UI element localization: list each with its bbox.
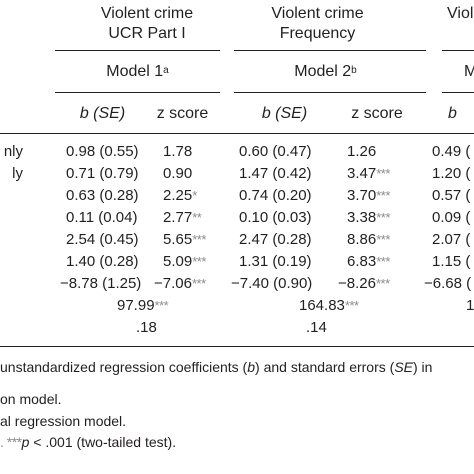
- model3-rule: [442, 92, 474, 93]
- m1-coef: 1.40 (0.28): [66, 253, 139, 270]
- model2-rule: [234, 92, 426, 93]
- model1-label: Model 1: [106, 63, 164, 80]
- m1-coef: 0.11 (0.04): [66, 209, 138, 226]
- m3-coef: 0.57 (: [432, 187, 471, 204]
- group2-rule: [234, 50, 426, 51]
- m1-b-symbol: b: [79, 105, 89, 122]
- m2-b-header: b (SE): [237, 104, 332, 124]
- row-label: ly: [12, 165, 23, 182]
- m1-coef: 2.54 (0.45): [66, 231, 139, 248]
- note-line-1: unstandardized regression coefficients (…: [0, 359, 433, 375]
- m2-chi: 164.83***: [299, 297, 359, 314]
- m2-coef: 0.60 (0.47): [239, 143, 312, 160]
- m3-coef: 1.15 (: [432, 253, 471, 270]
- row-label: nly: [3, 143, 23, 160]
- m2-b-symbol: b: [261, 105, 271, 122]
- note-line-3: al regression model.: [0, 413, 127, 429]
- m1-se-symbol: (SE): [93, 105, 126, 122]
- model2-header: Model 2b: [268, 62, 383, 82]
- m2-r2: .14: [306, 319, 327, 336]
- group2-header: Violent crime Frequency: [225, 4, 410, 44]
- m1-r2: .18: [136, 319, 157, 336]
- m2-coef: 2.47 (0.28): [239, 231, 312, 248]
- m1-b-header: b (SE): [55, 104, 150, 124]
- model3-header: M: [464, 62, 474, 82]
- m2-z: 3.38***: [347, 209, 390, 226]
- m3-b-header: b: [448, 104, 457, 124]
- m2-z: 8.86***: [347, 231, 390, 248]
- m2-coef: 0.74 (0.20): [239, 187, 312, 204]
- group1-rule: [55, 50, 220, 51]
- m1-z: 2.77**: [163, 209, 202, 226]
- m1-coef: −8.78 (1.25): [60, 275, 142, 292]
- m3-coef: 0.09 (: [432, 209, 471, 226]
- model1-sup: a: [163, 65, 169, 76]
- header-bottom-rule: [0, 133, 474, 134]
- group2-title: Violent crime: [271, 5, 364, 22]
- group3-title: Violen: [447, 5, 474, 22]
- m3-coef: 0.49 (: [432, 143, 471, 160]
- table-bottom-rule: [0, 346, 474, 347]
- m2-z: 3.70***: [347, 187, 390, 204]
- m3-coef: 2.07 (: [432, 231, 471, 248]
- model2-label: Model 2: [294, 63, 352, 80]
- model1-header: Model 1a: [80, 62, 195, 82]
- note-line-4: . ***p < .001 (two-tailed test).: [0, 434, 177, 450]
- m2-coef: −7.40 (0.90): [231, 275, 313, 292]
- m2-coef: 1.47 (0.42): [239, 165, 312, 182]
- m3-chi: 1: [466, 297, 474, 314]
- m2-z: 6.83***: [347, 253, 390, 270]
- m2-z-header: z score: [351, 105, 403, 122]
- m1-coef: 0.98 (0.55): [66, 143, 139, 160]
- m1-z: 5.09***: [163, 253, 206, 270]
- m1-coef: 0.71 (0.79): [66, 165, 139, 182]
- m2-coef: 1.31 (0.19): [239, 253, 312, 270]
- group1-title: Violent crime: [100, 5, 194, 22]
- model3-label: M: [464, 63, 474, 80]
- group1-header: Violent crime UCR Part I: [62, 4, 232, 44]
- m2-z: 3.47***: [347, 165, 390, 182]
- group3-rule: [442, 50, 474, 51]
- m1-z-header: z score: [156, 105, 209, 122]
- model1-rule: [55, 92, 220, 93]
- m3-coef: −6.68 (: [424, 275, 472, 292]
- m2-z: 1.26: [347, 143, 377, 160]
- m2-coef: 0.10 (0.03): [239, 209, 312, 226]
- group2-subtitle: Frequency: [279, 25, 356, 42]
- m1-coef: 0.63 (0.28): [66, 187, 139, 204]
- m3-b-symbol: b: [448, 105, 457, 122]
- m1-z: 1.78: [163, 143, 193, 160]
- m3-coef: 1.20 (: [432, 165, 471, 182]
- m1-z: −7.06***: [154, 275, 206, 292]
- note-line-2: on model.: [0, 391, 62, 407]
- m1-z: 5.65***: [163, 231, 206, 248]
- m1-z: 0.90: [163, 165, 193, 182]
- m2-se-symbol: (SE): [275, 105, 308, 122]
- m1-z: 2.25*: [163, 187, 197, 204]
- m2-z: −8.26***: [338, 275, 390, 292]
- group1-subtitle: UCR Part I: [108, 25, 186, 42]
- group3-header: Violen: [447, 4, 474, 24]
- model2-sup: b: [351, 65, 357, 76]
- m1-chi: 97.99***: [117, 297, 169, 314]
